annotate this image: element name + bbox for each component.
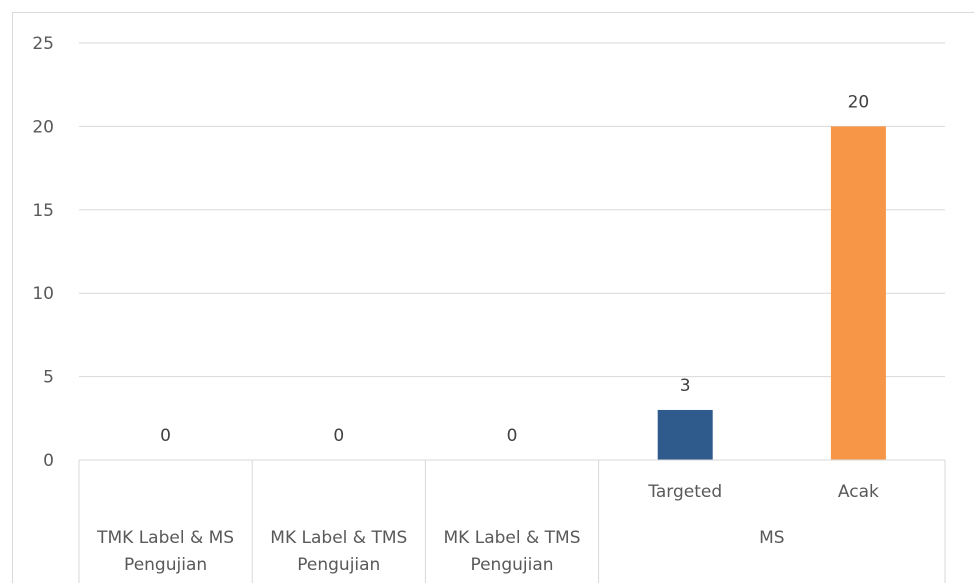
chart-frame [12, 12, 974, 583]
data-labels: 0 0 0 3 20 [160, 92, 869, 446]
x-category-label: MK Label & TMS [444, 528, 581, 548]
data-label: 3 [680, 376, 691, 396]
y-tick-label: 5 [43, 368, 54, 388]
x-category-label: Pengujian [297, 555, 380, 575]
bar [830, 126, 886, 461]
x-category-label: MK Label & TMS [270, 528, 407, 548]
x-category-label: Pengujian [470, 555, 553, 575]
y-tick-label: 0 [43, 451, 54, 471]
x-category-label: Targeted [647, 482, 722, 502]
y-tick-label: 10 [32, 284, 54, 304]
data-label: 20 [848, 92, 870, 112]
y-tick-label: 20 [32, 117, 54, 137]
gridlines [79, 42, 945, 378]
y-tick-label: 15 [32, 201, 54, 221]
y-tick-label: 25 [32, 34, 54, 54]
x-category-label: TMK Label & MS [96, 528, 234, 548]
data-label: 0 [333, 426, 344, 446]
x-category-label: Pengujian [124, 555, 207, 575]
data-label: 0 [160, 426, 171, 446]
bars [657, 126, 886, 461]
data-label: 0 [507, 426, 518, 446]
x-axis: TMK Label & MS Pengujian MK Label & TMS Pen… [78, 459, 946, 583]
x-group-label: MS [759, 528, 784, 548]
bar [657, 409, 713, 460]
x-category-label: Acak [838, 482, 879, 502]
y-axis-ticks: 0 5 10 15 20 25 [32, 34, 54, 471]
